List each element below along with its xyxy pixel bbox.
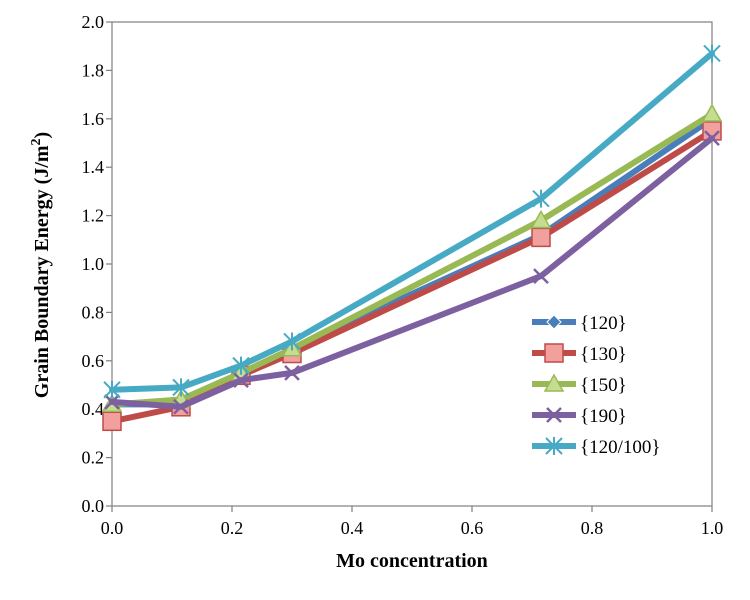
- data-point: [102, 411, 122, 432]
- data-point: [103, 380, 121, 399]
- data-point: [543, 373, 565, 392]
- x-tick-label: 0.0: [101, 518, 124, 538]
- x-axis-title: Mo concentration: [336, 550, 488, 572]
- series-line: [109, 50, 715, 393]
- y-axis-title-main: Grain Boundary Energy (J/m: [31, 145, 53, 398]
- legend-item: {190}: [532, 406, 627, 427]
- data-point: [546, 407, 562, 423]
- data-point: [701, 103, 723, 122]
- legend-label: {150}: [580, 375, 627, 396]
- x-tick-label: 0.6: [461, 518, 484, 538]
- y-tick-label: 1.0: [82, 254, 105, 274]
- y-tick-label: 0.6: [82, 351, 105, 371]
- series-line: [109, 127, 715, 425]
- legend-label: {130}: [580, 344, 627, 365]
- data-point: [532, 189, 550, 208]
- data-point: [530, 209, 552, 229]
- x-tick-label: 0.4: [341, 518, 364, 538]
- y-tick-label: 2.0: [82, 12, 105, 32]
- y-tick-label: 1.8: [82, 60, 105, 80]
- series-4: [103, 44, 721, 399]
- series-0: [104, 111, 720, 413]
- y-tick-label: 0.4: [82, 399, 105, 419]
- x-tick-label: 0.8: [581, 518, 604, 538]
- data-point: [232, 356, 250, 375]
- data-point: [531, 227, 551, 248]
- x-tick-label: 0.2: [221, 518, 244, 538]
- y-tick-label: 1.2: [82, 206, 105, 226]
- legend-item: {130}: [532, 343, 627, 365]
- data-point: [284, 365, 300, 381]
- y-tick-label: 1.4: [82, 157, 105, 177]
- y-tick-label: 1.6: [82, 109, 105, 129]
- legend-label: {120}: [580, 313, 627, 334]
- y-axis-title-sup: 2: [29, 138, 44, 145]
- y-axis-title: Grain Boundary Energy (J/m2): [29, 132, 53, 398]
- data-point: [704, 130, 720, 147]
- y-tick-label: 0.0: [82, 496, 105, 516]
- series-3: [104, 130, 720, 415]
- series-line: [109, 111, 715, 408]
- legend: {120} {130} {150} {190} {120/100}: [532, 313, 661, 458]
- plot-frame: [111, 21, 713, 507]
- series-line: [109, 135, 715, 410]
- y-tick-label: 0.2: [82, 448, 105, 468]
- series-layer: [101, 44, 723, 432]
- data-point: [173, 398, 189, 415]
- data-point: [545, 437, 563, 455]
- y-axis-title-close: ): [31, 132, 53, 139]
- x-tick-label: 1.0: [701, 518, 724, 538]
- axes: 0.0 0.2 0.4 0.6 0.8 1.0 1.2 1.4 1.6 1.8 2.0 0.0 0.2 0…: [82, 12, 724, 538]
- data-point: [703, 44, 721, 63]
- data-point: [283, 332, 301, 351]
- legend-item: {120/100}: [532, 437, 661, 458]
- series-2: [101, 103, 723, 413]
- legend-item: {150}: [532, 373, 627, 396]
- legend-label: {120/100}: [580, 437, 661, 458]
- data-point: [546, 314, 562, 330]
- legend-item: {120}: [532, 313, 627, 334]
- legend-label: {190}: [580, 406, 627, 427]
- data-point: [104, 394, 120, 410]
- data-point: [544, 343, 564, 363]
- data-point: [233, 372, 249, 389]
- data-point: [172, 378, 190, 397]
- y-tick-label: 0.8: [82, 302, 105, 322]
- data-point: [533, 268, 549, 284]
